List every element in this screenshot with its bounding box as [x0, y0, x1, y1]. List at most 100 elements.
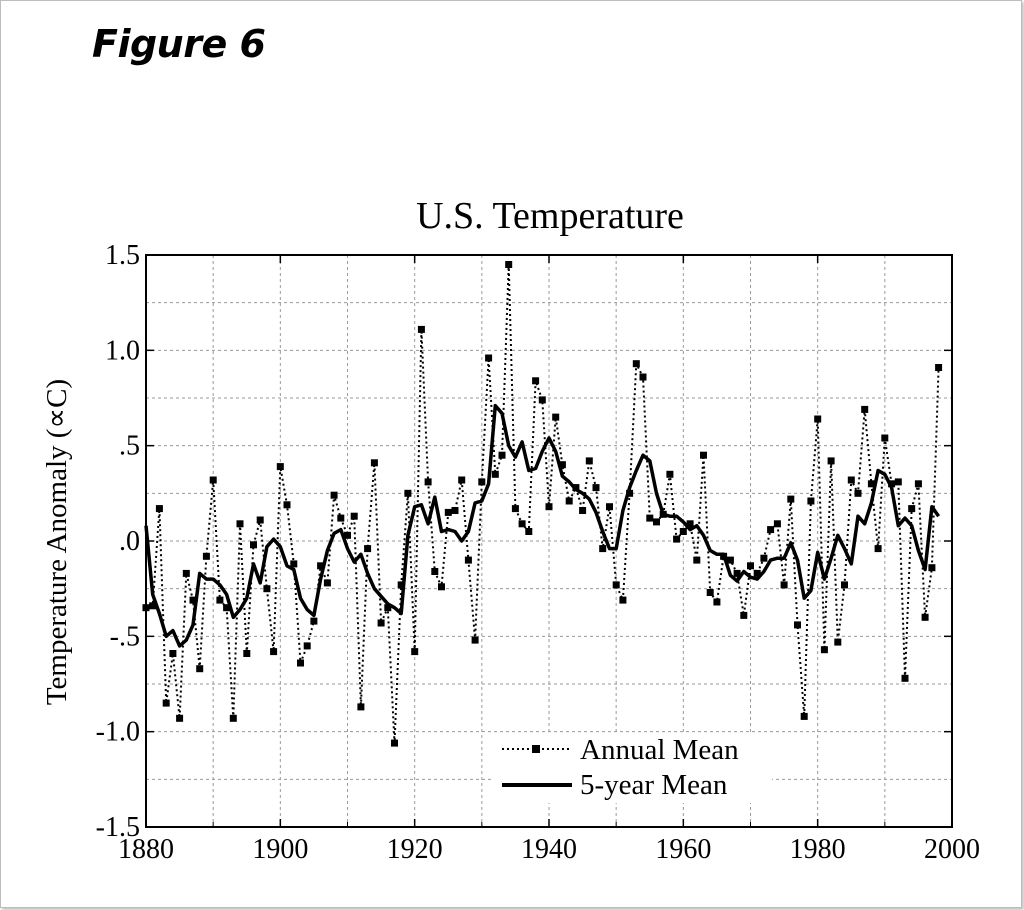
- annual-mean-point: [276, 463, 284, 471]
- annual-mean-point: [773, 520, 781, 528]
- annual-mean-point: [767, 526, 775, 534]
- annual-mean-point: [700, 451, 707, 459]
- annual-mean-point: [827, 457, 835, 465]
- annual-mean-point: [646, 514, 654, 522]
- annual-mean-point: [344, 531, 351, 539]
- annual-mean-point: [686, 520, 694, 528]
- y-tick-label: .5: [119, 431, 140, 462]
- annual-mean-point: [619, 596, 627, 604]
- legend: Annual Mean 5-year Mean: [492, 733, 772, 803]
- annual-mean-point: [310, 617, 318, 625]
- annual-mean-point: [491, 470, 499, 478]
- x-tick-label: 1880: [118, 834, 174, 865]
- annual-mean-point: [411, 648, 419, 656]
- annual-mean-point: [283, 501, 291, 509]
- x-tick-label: 1980: [790, 834, 846, 865]
- grid: [146, 255, 952, 827]
- annual-mean-point: [404, 489, 412, 497]
- annual-mean-point: [565, 497, 573, 505]
- annual-mean-point: [417, 325, 425, 333]
- annual-mean-point: [726, 556, 734, 564]
- annual-mean-point: [216, 596, 224, 604]
- annual-mean-point: [243, 650, 251, 657]
- annual-mean-point: [182, 569, 190, 577]
- annual-mean-point: [350, 512, 358, 520]
- annual-mean-point: [800, 712, 808, 720]
- annual-mean-point: [250, 541, 257, 549]
- annual-mean-point: [760, 554, 768, 562]
- legend-background: [492, 733, 772, 803]
- annual-mean-point: [451, 507, 459, 514]
- annual-mean-point: [397, 581, 405, 589]
- figure-label: Figure 6: [92, 22, 266, 66]
- annual-mean-point: [464, 556, 472, 564]
- annual-mean-point: [753, 569, 761, 577]
- annual-mean-point: [861, 405, 869, 413]
- annual-mean-point: [579, 507, 587, 514]
- x-tick-label: 2000: [924, 834, 980, 865]
- y-tick-label: -.5: [110, 621, 140, 652]
- y-axis-label: Temperature Anomaly (∝C): [41, 379, 73, 705]
- annual-mean-point: [377, 619, 385, 627]
- annual-mean-point: [854, 489, 862, 497]
- annual-mean-point: [424, 478, 432, 486]
- annual-mean-point: [391, 739, 398, 747]
- annual-mean-point: [444, 508, 452, 516]
- legend-annual-label: Annual Mean: [580, 734, 739, 766]
- annual-mean-point: [921, 613, 929, 621]
- annual-mean-point: [928, 564, 936, 572]
- annual-mean-point: [659, 510, 667, 518]
- y-tick-label: .0: [119, 526, 140, 557]
- annual-mean-point: [223, 604, 231, 612]
- annual-mean-point: [612, 581, 620, 589]
- annual-mean-point: [498, 451, 506, 459]
- x-tick-label: 1900: [252, 834, 308, 865]
- annual-mean-point: [888, 480, 896, 488]
- y-tick-label: 1.0: [105, 335, 140, 366]
- annual-mean-point: [720, 552, 728, 560]
- annual-mean-point: [438, 583, 445, 591]
- annual-mean-point: [330, 491, 338, 499]
- annual-mean-point: [149, 602, 157, 610]
- annual-mean-point: [713, 598, 721, 606]
- annual-mean-point: [814, 415, 822, 423]
- annual-mean-point: [518, 520, 526, 528]
- annual-mean-point: [162, 699, 170, 707]
- annual-mean-point: [740, 611, 748, 619]
- annual-mean-point: [874, 545, 882, 553]
- annual-mean-point: [706, 589, 714, 596]
- series-layer: [142, 261, 943, 747]
- x-tick-label: 1960: [655, 834, 711, 865]
- annual-mean-point: [511, 505, 519, 513]
- annual-mean-point: [538, 396, 546, 404]
- annual-mean-point: [290, 560, 298, 568]
- annual-mean-point: [552, 413, 560, 421]
- legend-annual-marker: [532, 745, 540, 753]
- y-tick-label: -1.5: [96, 812, 140, 843]
- annual-mean-point: [525, 528, 533, 535]
- annual-mean-point: [747, 562, 754, 570]
- annual-mean-point: [471, 636, 479, 644]
- annual-mean-point: [256, 516, 264, 524]
- annual-mean-point: [169, 650, 177, 657]
- annual-mean-point: [270, 648, 278, 656]
- annual-mean-point: [317, 562, 325, 570]
- annual-mean-point: [572, 484, 580, 492]
- series-5yr-mean-line: [144, 403, 941, 648]
- annual-mean-point: [653, 518, 660, 526]
- x-tick-label: 1940: [521, 834, 577, 865]
- annual-mean-point: [606, 503, 613, 511]
- annual-mean-point: [364, 545, 372, 553]
- annual-mean-point: [585, 457, 593, 465]
- annual-mean-point: [908, 505, 916, 513]
- annual-mean-point: [639, 373, 647, 381]
- annual-mean-point: [666, 470, 674, 478]
- annual-mean-point: [196, 665, 204, 673]
- annual-mean-point: [673, 535, 681, 543]
- annual-mean-point: [384, 604, 392, 612]
- annual-mean-point: [914, 480, 922, 488]
- annual-mean-point: [894, 478, 902, 486]
- annual-mean-point: [357, 703, 365, 711]
- annual-mean-point: [820, 646, 828, 654]
